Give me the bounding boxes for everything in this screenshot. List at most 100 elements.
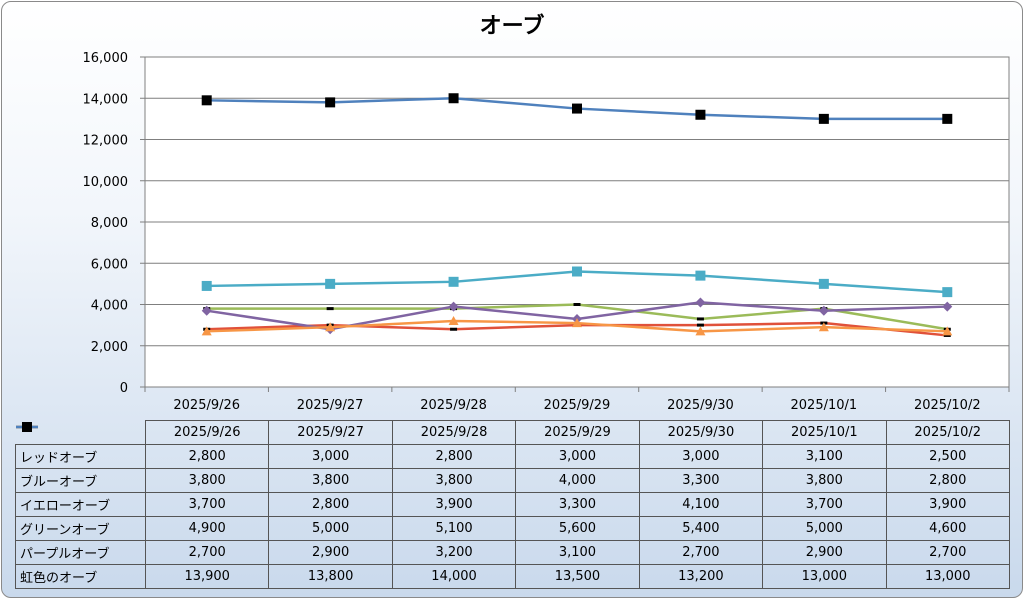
legend-label: イエローオーブ xyxy=(20,499,111,514)
x-tick-label: 2025/9/30 xyxy=(667,398,734,413)
series-4-point xyxy=(695,270,706,281)
table-corner xyxy=(15,420,146,445)
table-cell: 13,800 xyxy=(268,564,393,589)
table-cell: 2,700 xyxy=(638,540,764,565)
series-5-point xyxy=(818,322,829,332)
y-tick-label: 4,000 xyxy=(91,299,128,314)
legend-entry: グリーンオーブ xyxy=(15,421,146,541)
x-tick-label: 2025/9/29 xyxy=(544,398,611,413)
series-3-point xyxy=(201,305,212,316)
table-cell: 2,900 xyxy=(268,540,393,565)
table-cell: 2,800 xyxy=(885,468,1010,493)
table-cell: 3,000 xyxy=(638,444,764,469)
table-cell: 2,800 xyxy=(391,444,517,469)
y-tick-label: 16,000 xyxy=(83,51,129,66)
series-2-point xyxy=(696,317,704,321)
series-6-point xyxy=(942,113,953,124)
legend-entry: パープルオーブ xyxy=(15,421,146,565)
y-tick-label: 10,000 xyxy=(83,175,129,190)
table-cell: 13,900 xyxy=(144,564,270,589)
y-tick-label: 8,000 xyxy=(91,216,128,231)
table-cell: 3,100 xyxy=(762,444,887,469)
table-header-cell: 2025/9/27 xyxy=(268,420,393,445)
series-6-point xyxy=(201,95,212,106)
series-6-point xyxy=(325,97,336,108)
table-header-cell: 2025/9/29 xyxy=(515,420,640,445)
table-cell: 2,800 xyxy=(144,444,270,469)
table-cell: 13,000 xyxy=(762,564,887,589)
table-cell: 3,000 xyxy=(268,444,393,469)
table-cell: 3,200 xyxy=(391,540,517,565)
series-3-point xyxy=(448,301,459,312)
table-row: イエローオーブ 3,700 2,800 3,900 3,300 4,100 3,700 3,9… xyxy=(15,421,1010,517)
table-row: グリーンオーブ 4,900 5,000 5,100 5,600 5,400 5,000 4,6… xyxy=(15,421,1010,541)
series-5-point xyxy=(572,318,582,328)
x-tick-label: 2025/9/26 xyxy=(173,398,240,413)
series-6-point xyxy=(448,93,459,104)
series-4-point xyxy=(448,276,459,287)
legend-label: パープルオーブ xyxy=(20,547,110,562)
series-5-point xyxy=(448,316,459,325)
series-2-point xyxy=(326,307,334,311)
series-4-point xyxy=(325,278,336,289)
table-cell: 3,300 xyxy=(515,492,640,517)
series-3-point xyxy=(942,301,953,312)
series-6-point xyxy=(818,113,829,124)
y-tick-label: 12,000 xyxy=(83,134,129,149)
series-3-point xyxy=(695,297,706,308)
table-cell: 2,500 xyxy=(885,444,1010,469)
y-tick-label: 6,000 xyxy=(91,257,128,272)
table-cell: 5,000 xyxy=(268,516,393,541)
table-cell: 2,700 xyxy=(144,540,270,565)
table-cell: 3,000 xyxy=(515,444,640,469)
series-6-point xyxy=(572,103,582,114)
y-tick-label: 14,000 xyxy=(83,92,129,107)
series-6-point xyxy=(695,109,706,120)
table-header-cell: 2025/9/30 xyxy=(638,420,764,445)
series-3-point xyxy=(818,305,829,316)
table-cell: 5,000 xyxy=(762,516,887,541)
series-5-point xyxy=(942,326,953,336)
legend-label: グリーンオーブ xyxy=(20,523,110,538)
table-row: レッドオーブ 2,800 3,000 2,800 3,000 3,000 3,100 2,50… xyxy=(15,425,1010,469)
legend-label: レッドオーブ xyxy=(20,451,98,466)
legend-entry: ブルーオーブ xyxy=(15,425,146,493)
table-cell: 5,100 xyxy=(391,516,517,541)
x-tick-label: 2025/9/28 xyxy=(420,398,487,413)
table-cell: 3,700 xyxy=(144,492,270,517)
table-header-cell: 2025/10/1 xyxy=(762,420,887,445)
legend-entry: イエローオーブ xyxy=(15,421,146,517)
series-1-point xyxy=(696,323,704,327)
table-header-cell: 2025/9/28 xyxy=(391,420,517,445)
plot-area: 0 2,000 4,000 6,000 8,000 10,000 12,000 14,000 1… xyxy=(83,51,1010,413)
table-cell: 3,900 xyxy=(391,492,517,517)
series-5-point xyxy=(325,322,336,332)
table-cell: 2,800 xyxy=(268,492,393,517)
table-row: ブルーオーブ 3,800 3,800 3,800 4,000 3,300 3,800 2,80… xyxy=(15,425,1010,493)
y-tick-label: 0 xyxy=(120,381,128,396)
table-header-cell: 2025/10/2 xyxy=(885,420,1010,445)
table-cell: 4,900 xyxy=(144,516,270,541)
series-5-point xyxy=(201,326,212,336)
table-cell: 3,100 xyxy=(515,540,640,565)
table-cell: 13,000 xyxy=(885,564,1010,589)
series-4-point xyxy=(572,266,582,277)
x-tick-label: 2025/10/1 xyxy=(791,398,858,413)
table-cell: 3,800 xyxy=(762,468,887,493)
legend-entry: レッドオーブ xyxy=(15,425,146,469)
y-tick-label: 2,000 xyxy=(91,340,128,355)
table-cell: 14,000 xyxy=(391,564,517,589)
table-cell: 3,800 xyxy=(391,468,517,493)
x-tick-label: 2025/10/2 xyxy=(914,398,981,413)
table-row: パープルオーブ 2,700 2,900 3,200 3,100 2,700 2,900 2,7… xyxy=(15,421,1010,565)
table-cell: 3,700 xyxy=(762,492,887,517)
table-cell: 2,700 xyxy=(885,540,1010,565)
series-5-point xyxy=(695,326,706,336)
table-cell: 5,400 xyxy=(638,516,764,541)
legend-entry: 虹色のオーブ xyxy=(15,421,146,589)
table-cell: 4,000 xyxy=(515,468,640,493)
series-2-point xyxy=(573,303,581,306)
series-4-point xyxy=(942,287,953,298)
x-tick-label: 2025/9/27 xyxy=(297,398,364,413)
table-row: 虹色のオーブ 13,900 13,800 14,000 13,500 13,200 13,0… xyxy=(15,421,1010,589)
